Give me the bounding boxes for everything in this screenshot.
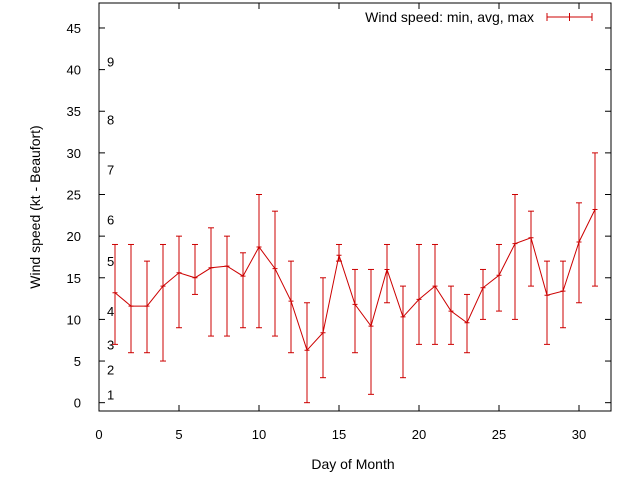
y-tick-label: 15 [67, 271, 81, 286]
legend: Wind speed: min, avg, max [365, 9, 593, 25]
x-tick-label: 15 [332, 427, 346, 442]
y-tick-label: 45 [67, 21, 81, 36]
avg-point [416, 296, 422, 302]
beaufort-label: 5 [107, 254, 114, 269]
beaufort-label: 4 [107, 304, 114, 319]
avg-point [464, 320, 470, 326]
beaufort-label: 9 [107, 54, 114, 69]
avg-point [368, 323, 374, 329]
avg-point [592, 206, 598, 212]
beaufort-label: 2 [107, 362, 114, 377]
beaufort-label: 8 [107, 113, 114, 128]
beaufort-label: 3 [107, 337, 114, 352]
avg-point [128, 303, 134, 309]
avg-point [528, 235, 534, 241]
avg-point [288, 298, 294, 304]
avg-point [208, 265, 214, 271]
avg-point [304, 347, 310, 353]
avg-point [272, 266, 278, 272]
avg-point [448, 308, 454, 314]
y-tick-label: 25 [67, 188, 81, 203]
beaufort-label: 1 [107, 387, 114, 402]
avg-point [176, 270, 182, 276]
avg-point [384, 266, 390, 272]
x-tick-label: 20 [412, 427, 426, 442]
x-tick-label: 5 [175, 427, 182, 442]
x-tick-label: 25 [492, 427, 506, 442]
avg-point [496, 272, 502, 278]
avg-point [480, 285, 486, 291]
y-tick-label: 5 [74, 354, 81, 369]
y-tick-label: 10 [67, 312, 81, 327]
y-tick-label: 20 [67, 229, 81, 244]
beaufort-label: 7 [107, 163, 114, 178]
avg-point [112, 290, 118, 296]
x-tick-label: 0 [95, 427, 102, 442]
avg-point [560, 288, 566, 294]
y-tick-label: 0 [74, 396, 81, 411]
avg-point [336, 252, 342, 258]
avg-point [256, 244, 262, 250]
avg-point [512, 241, 518, 247]
avg-point [240, 273, 246, 279]
y-tick-label: 40 [67, 63, 81, 78]
legend-label: Wind speed: min, avg, max [365, 9, 534, 25]
avg-point [144, 303, 150, 309]
avg-point [576, 239, 582, 245]
y-tick-label: 30 [67, 146, 81, 161]
x-axis-title: Day of Month [311, 456, 394, 472]
avg-point [400, 314, 406, 320]
plot-border [98, 2, 612, 412]
avg-point [544, 292, 550, 298]
avg-point [160, 283, 166, 289]
y-axis-title: Wind speed (kt - Beaufort) [27, 125, 43, 288]
y-tick-label: 35 [67, 104, 81, 119]
x-tick-label: 10 [252, 427, 266, 442]
beaufort-label: 6 [107, 212, 114, 227]
avg-point [320, 330, 326, 336]
avg-point [192, 275, 198, 281]
x-tick-label: 30 [572, 427, 586, 442]
avg-point [432, 283, 438, 289]
avg-point [224, 263, 230, 269]
avg-point [352, 301, 358, 307]
